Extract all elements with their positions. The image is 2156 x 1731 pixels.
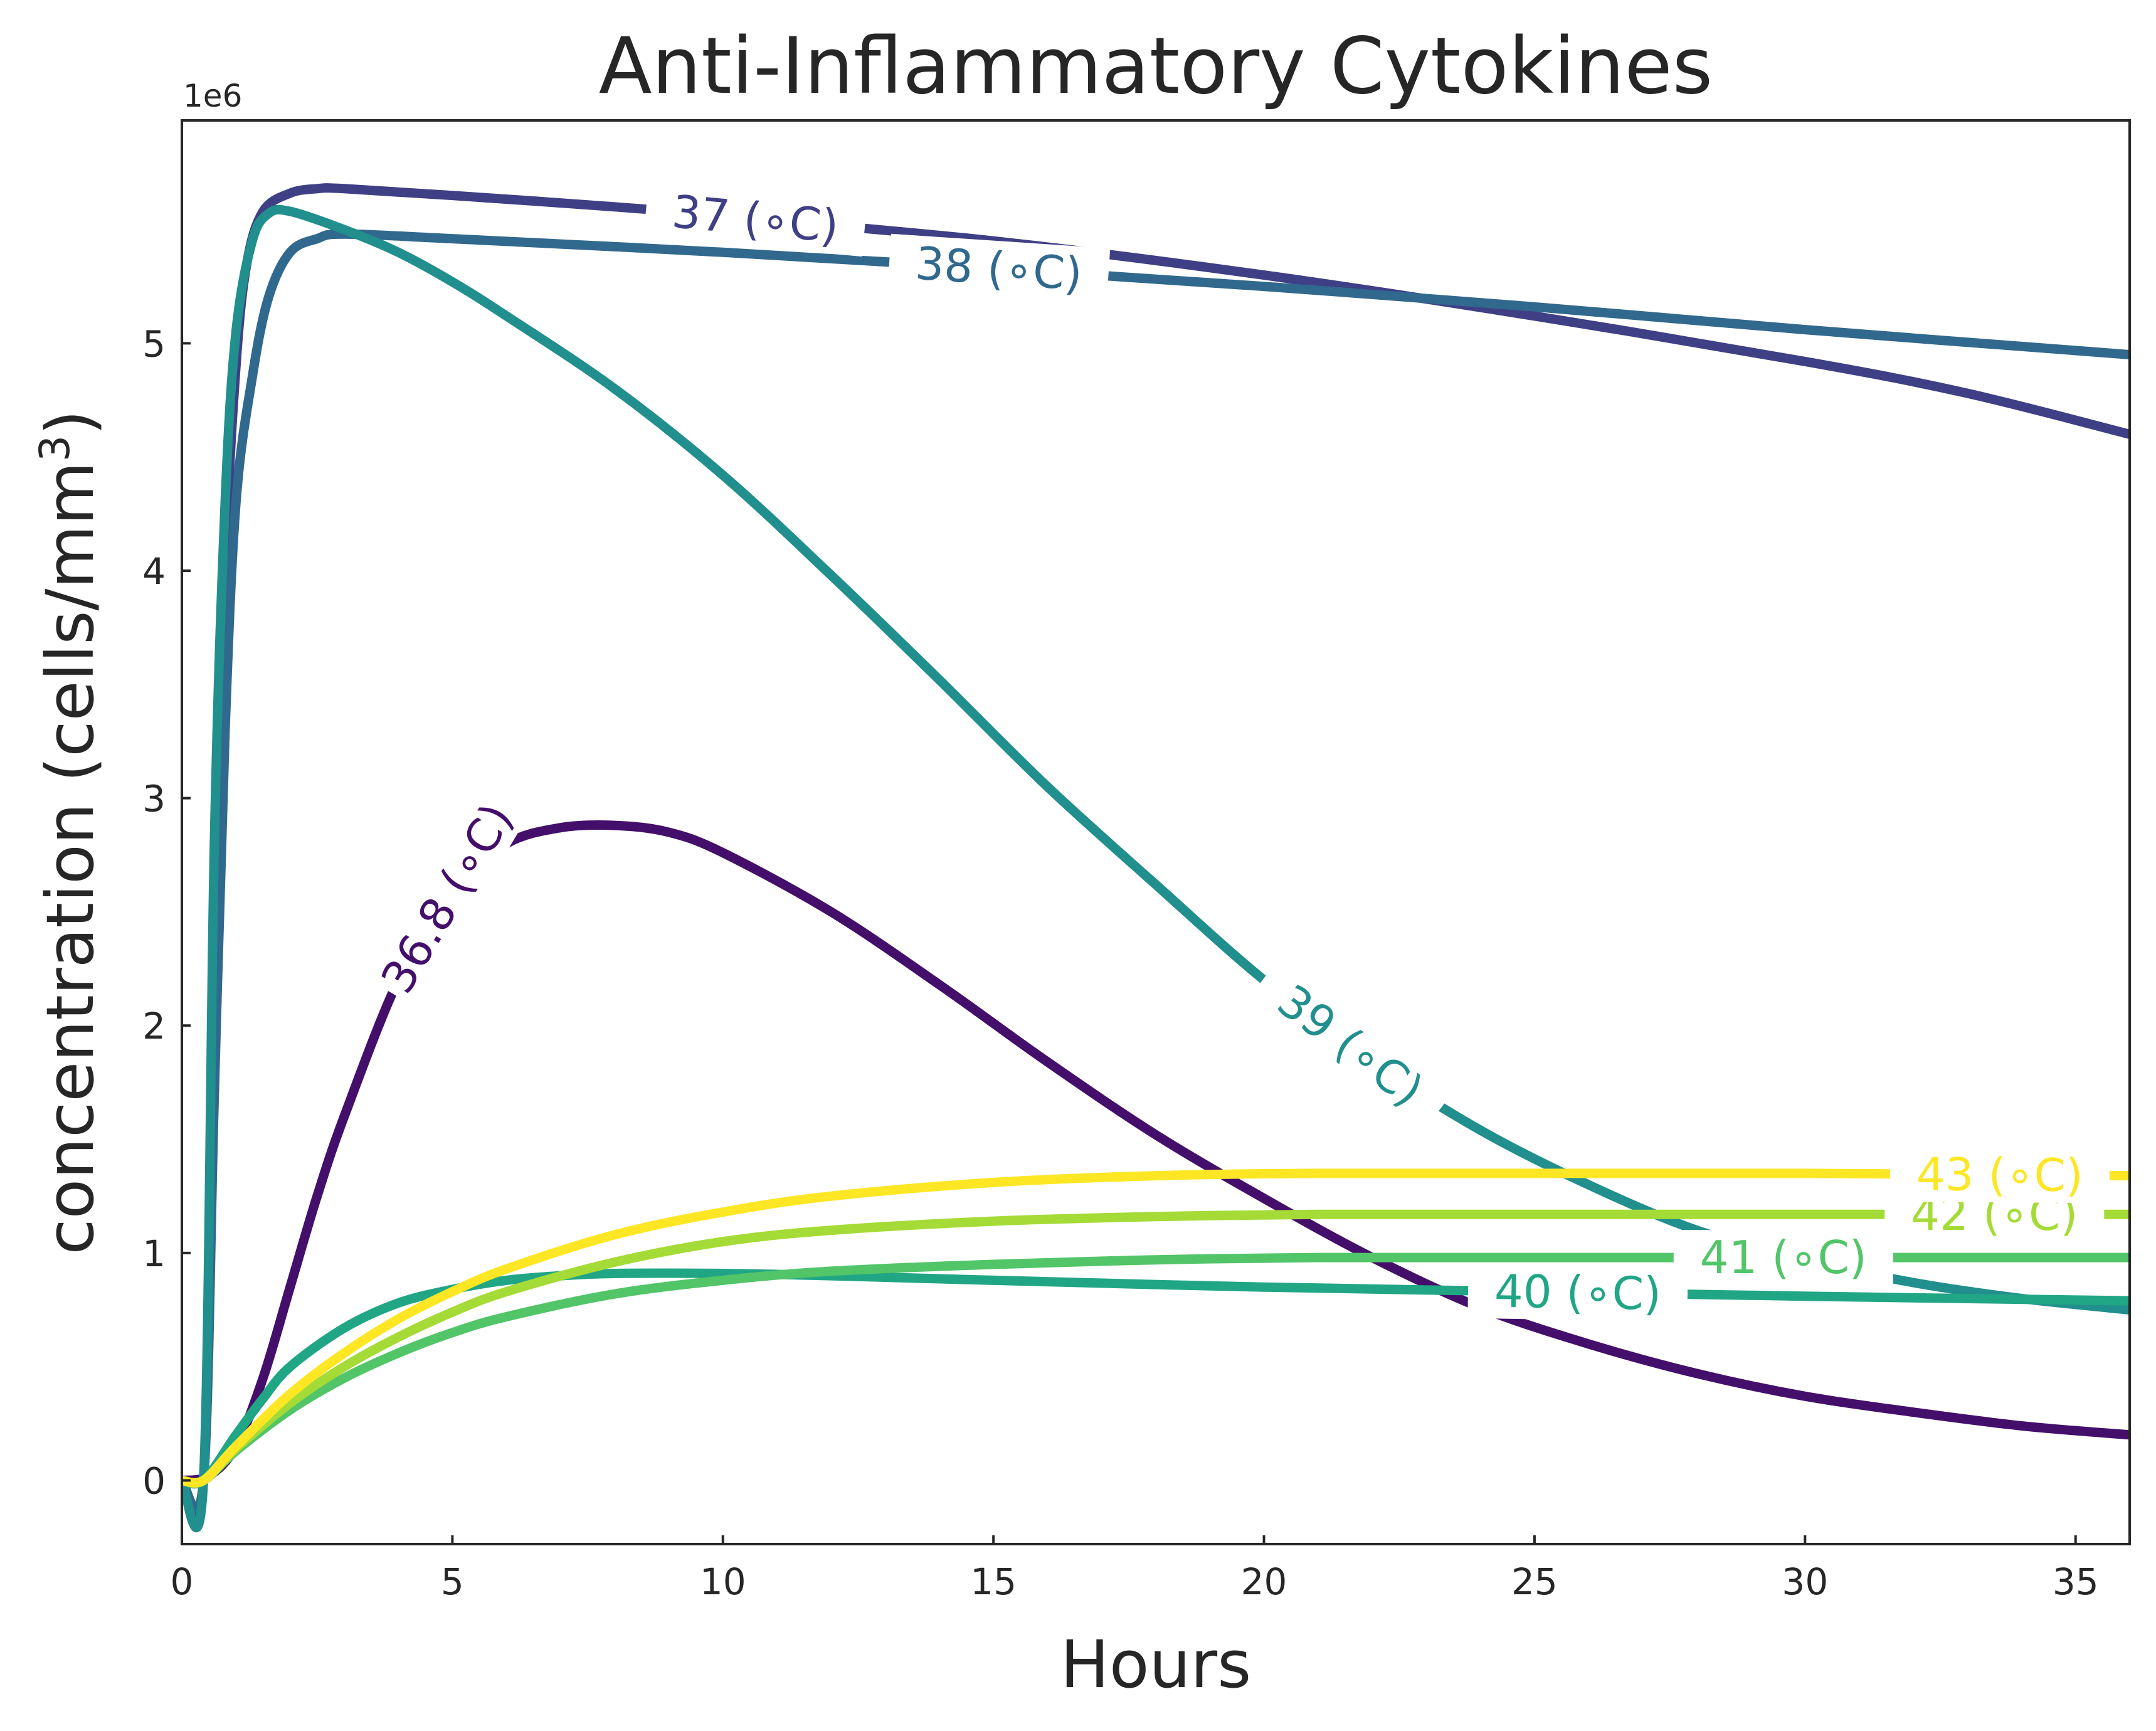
x-tick-label: 15 bbox=[970, 1560, 1017, 1603]
x-axis-label: Hours bbox=[1060, 1626, 1252, 1703]
x-tick-label: 5 bbox=[441, 1560, 464, 1603]
series-label-40-c: 40 (∘C) bbox=[1494, 1264, 1661, 1320]
series-label-background bbox=[643, 181, 867, 257]
series-label-background bbox=[887, 233, 1111, 304]
y-tick-label: 2 bbox=[142, 1005, 166, 1047]
series-label-background bbox=[367, 790, 527, 1007]
x-tick-label: 0 bbox=[171, 1560, 194, 1603]
y-tick-label: 5 bbox=[142, 322, 166, 365]
y-axis-label-main: concentration (cells/mm bbox=[32, 462, 108, 1255]
y-offset-text: 1e6 bbox=[183, 78, 242, 114]
series-line-41-c bbox=[182, 1252, 2130, 1488]
series-label-group-40-c: 40 (∘C) bbox=[1467, 1263, 1688, 1322]
plot-frame bbox=[181, 119, 2131, 1545]
series-label-group-38-c: 38 (∘C) bbox=[887, 233, 1111, 304]
y-tick-label: 4 bbox=[142, 550, 166, 593]
series-line-39-c bbox=[182, 204, 2130, 1533]
y-axis-label-sup: 3 bbox=[31, 435, 79, 462]
series-label-group-43-c: 43 (∘C) bbox=[1889, 1146, 2110, 1204]
chart-title: Anti-Inflammatory Cytokines bbox=[599, 21, 1713, 112]
series-label-background bbox=[1246, 957, 1455, 1134]
x-tick-label: 25 bbox=[1511, 1560, 1558, 1603]
y-axis-ticks: 0 1 2 3 4 5 bbox=[142, 322, 191, 1502]
y-axis-label: concentration (cells/mm3) bbox=[31, 410, 109, 1254]
series-label-41-c: 41 (∘C) bbox=[1700, 1231, 1867, 1284]
x-tick-label: 20 bbox=[1241, 1560, 1287, 1603]
series-line-43-c bbox=[182, 1168, 2130, 1488]
x-axis-ticks: 0 5 10 15 20 25 30 35 bbox=[171, 1535, 2099, 1603]
y-tick-label: 3 bbox=[142, 778, 166, 820]
series-label-background bbox=[1467, 1263, 1688, 1322]
series-label-background bbox=[1673, 1230, 1893, 1286]
series-layer bbox=[182, 183, 2130, 1533]
x-tick-label: 35 bbox=[2053, 1560, 2099, 1603]
series-line-42-c bbox=[182, 1209, 2130, 1488]
series-label-43-c: 43 (∘C) bbox=[1916, 1148, 2084, 1202]
series-label-38-c: 38 (∘C) bbox=[914, 237, 1084, 300]
y-tick-label: 0 bbox=[142, 1459, 166, 1502]
x-tick-label: 30 bbox=[1782, 1560, 1828, 1603]
y-tick-label: 1 bbox=[142, 1232, 166, 1275]
series-label-group-41-c: 41 (∘C) bbox=[1673, 1230, 1893, 1286]
series-label-background bbox=[1889, 1146, 2110, 1204]
y-axis-label-close: ) bbox=[32, 410, 108, 435]
x-tick-label: 10 bbox=[700, 1560, 746, 1603]
series-line-36-8-c bbox=[182, 820, 2130, 1485]
